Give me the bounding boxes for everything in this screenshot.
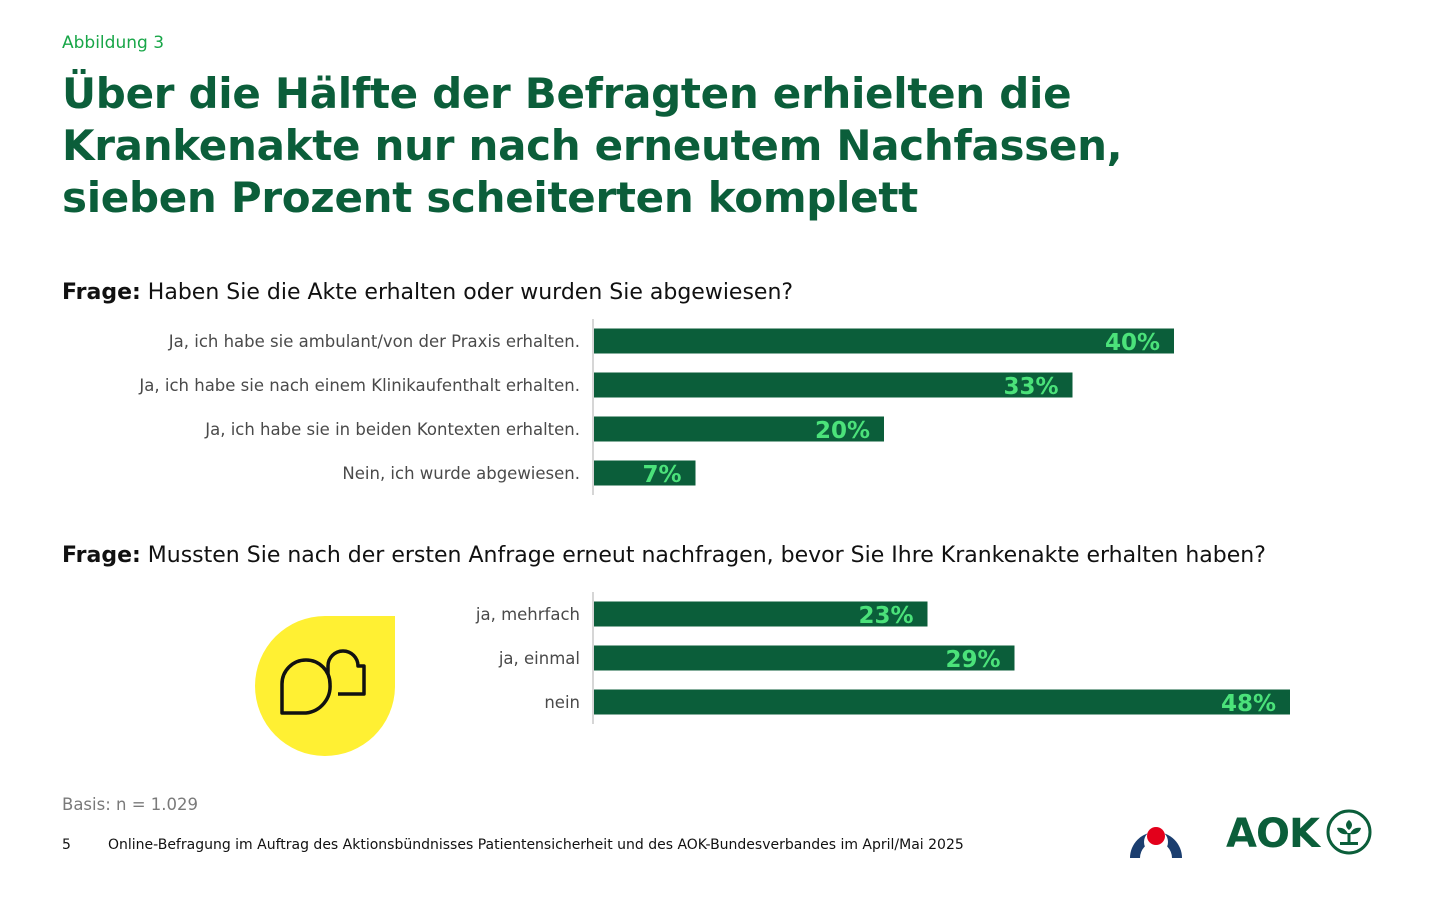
category-label: Ja, ich habe sie ambulant/von der Praxis… bbox=[168, 332, 580, 351]
aok-logo: AOK bbox=[1226, 808, 1373, 860]
question-1-text: Haben Sie die Akte erhalten oder wurden … bbox=[147, 280, 794, 305]
category-label: Nein, ich wurde abgewiesen. bbox=[342, 464, 580, 483]
aok-wordmark: AOK bbox=[1226, 811, 1320, 857]
question-2: Frage: Mussten Sie nach der ersten Anfra… bbox=[62, 543, 1266, 568]
bar bbox=[594, 372, 1073, 398]
title-line-2: Krankenakte nur nach erneutem Nachfassen… bbox=[62, 121, 1123, 170]
value-label: 29% bbox=[945, 647, 1000, 673]
value-label: 33% bbox=[1003, 374, 1058, 400]
speech-bubbles-icon bbox=[250, 612, 400, 766]
bar bbox=[594, 689, 1290, 715]
bar bbox=[594, 601, 928, 627]
source-note: Online-Befragung im Auftrag des Aktionsb… bbox=[108, 837, 964, 853]
category-label: Ja, ich habe sie nach einem Klinikaufent… bbox=[138, 376, 580, 395]
aps-logo-icon bbox=[1126, 806, 1186, 866]
question-2-text: Mussten Sie nach der ersten Anfrage erne… bbox=[147, 543, 1266, 568]
category-label: ja, einmal bbox=[498, 649, 580, 668]
value-label: 20% bbox=[815, 418, 870, 444]
aok-tree-icon bbox=[1325, 808, 1373, 860]
chart-1-received-record: Ja, ich habe sie ambulant/von der Praxis… bbox=[138, 319, 1174, 495]
value-label: 48% bbox=[1221, 691, 1276, 717]
value-label: 40% bbox=[1105, 330, 1160, 356]
category-label: nein bbox=[544, 693, 580, 712]
question-2-prefix: Frage: bbox=[62, 543, 141, 568]
bar bbox=[594, 328, 1174, 354]
chart-2-follow-up-needed: ja, mehrfach 23% ja, einmal 29% nein 48% bbox=[475, 592, 1290, 724]
bar bbox=[594, 416, 884, 442]
title-line-1: Über die Hälfte der Befragten erhielten … bbox=[62, 69, 1072, 118]
value-label: 7% bbox=[642, 462, 681, 488]
category-label: ja, mehrfach bbox=[475, 605, 580, 624]
page-number: 5 bbox=[62, 837, 71, 853]
front-bubble bbox=[280, 658, 332, 715]
page-title: Über die Hälfte der Befragten erhielten … bbox=[62, 68, 1212, 224]
base-note: Basis: n = 1.029 bbox=[62, 795, 199, 814]
back-bubble bbox=[326, 649, 366, 696]
category-label: Ja, ich habe sie in beiden Kontexten erh… bbox=[204, 420, 580, 439]
question-1: Frage: Haben Sie die Akte erhalten oder … bbox=[62, 280, 793, 305]
question-1-prefix: Frage: bbox=[62, 280, 141, 305]
title-line-3: sieben Prozent scheiterten komplett bbox=[62, 173, 918, 222]
value-label: 23% bbox=[858, 603, 913, 629]
bar bbox=[594, 460, 696, 486]
figure-label: Abbildung 3 bbox=[62, 33, 165, 53]
bar bbox=[594, 645, 1015, 671]
